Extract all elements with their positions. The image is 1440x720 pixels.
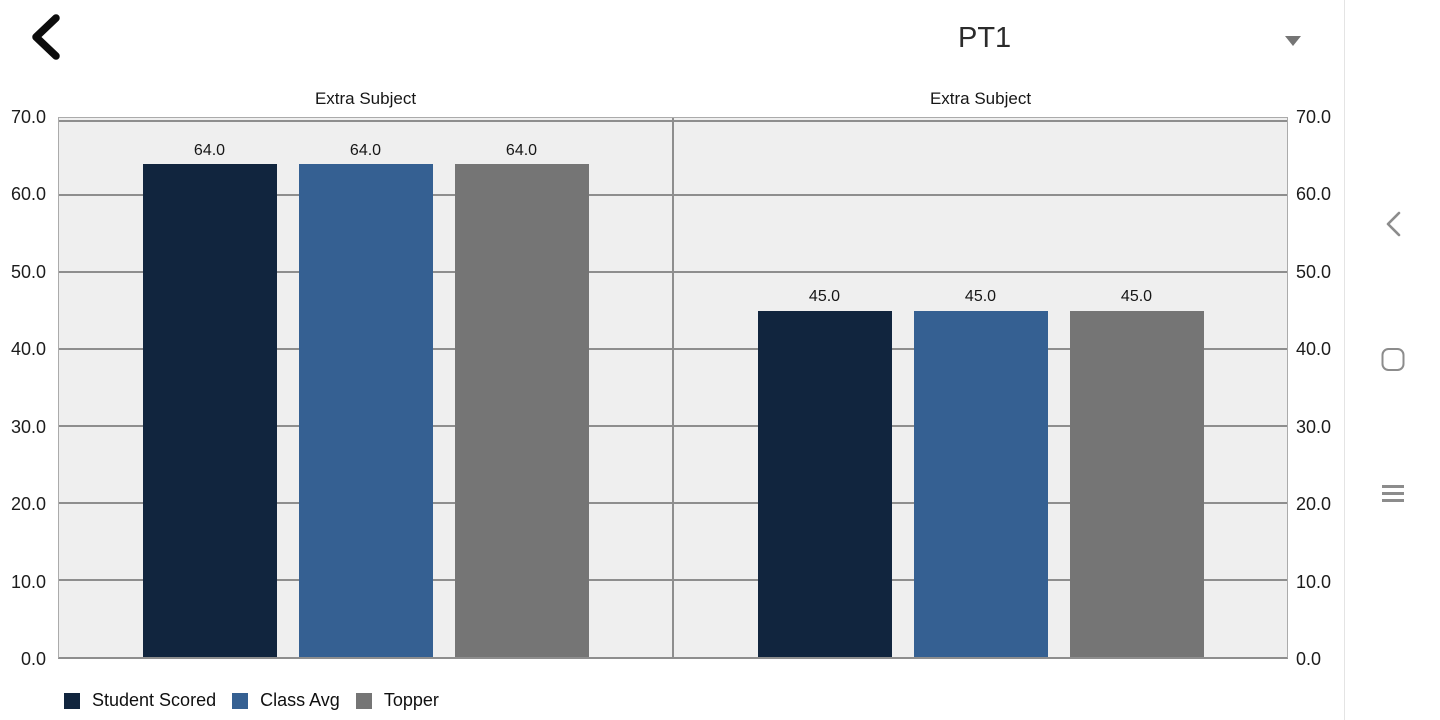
y-axis-right: 70.0 60.0 50.0 40.0 30.0 20.0 10.0 0.0 xyxy=(1294,108,1354,668)
y-tick-label: 70.0 xyxy=(10,107,46,127)
nav-recents-icon xyxy=(1382,485,1404,502)
bar-value-label: 64.0 xyxy=(505,141,538,159)
legend-item: Student Scored xyxy=(64,690,216,711)
bar-class-avg[interactable] xyxy=(298,164,433,657)
y-tick-label: 40.0 xyxy=(10,339,46,360)
nav-recents-button[interactable] xyxy=(1374,477,1412,510)
legend-label: Student Scored xyxy=(92,690,217,710)
y-tick-label: 40.0 xyxy=(1296,339,1332,360)
y-tick-label: 20.0 xyxy=(10,494,46,515)
nav-home-button[interactable] xyxy=(1374,340,1413,379)
y-tick-label: 0.0 xyxy=(20,649,46,669)
chart-title: Extra Subject xyxy=(314,89,417,108)
chart-plot-area: Extra Subject 64.0 64.0 64.0 Extra Subject… xyxy=(58,89,1288,659)
bar-value-label: 64.0 xyxy=(193,141,226,159)
y-tick-label: 20.0 xyxy=(1296,494,1332,515)
back-icon xyxy=(32,14,60,60)
bar-class-avg[interactable] xyxy=(913,310,1048,657)
bar-column: 45.0 xyxy=(913,287,1048,657)
bar-value-label: 45.0 xyxy=(964,287,997,305)
bar-column: 45.0 xyxy=(757,287,892,657)
bar-student-scored[interactable] xyxy=(142,164,277,657)
legend-label: Class Avg xyxy=(260,690,340,710)
legend: Student Scored Class Avg Topper xyxy=(64,690,439,711)
bar-column: 45.0 xyxy=(1069,287,1204,657)
y-tick-label: 0.0 xyxy=(1296,649,1322,669)
gridline xyxy=(674,270,1287,273)
chart-panel-right: Extra Subject 45.0 45.0 45.0 xyxy=(672,89,1287,657)
y-tick-label: 30.0 xyxy=(1296,416,1332,437)
gridline xyxy=(674,120,1287,122)
bar-topper[interactable] xyxy=(454,164,589,657)
chevron-down-icon[interactable] xyxy=(1285,36,1301,46)
nav-back-icon xyxy=(1386,211,1401,237)
chart-panel-left: Extra Subject 64.0 64.0 64.0 xyxy=(59,89,672,657)
legend-item: Topper xyxy=(355,690,439,711)
nav-back-button[interactable] xyxy=(1376,202,1410,249)
legend-swatch xyxy=(355,692,372,709)
chart-title: Extra Subject xyxy=(929,89,1032,108)
bar-column: 64.0 xyxy=(142,141,277,657)
nav-home-icon xyxy=(1381,348,1405,371)
test-selector-value[interactable]: PT1 xyxy=(958,22,1012,54)
bars-group: 64.0 64.0 64.0 xyxy=(59,118,672,657)
bars-group: 45.0 45.0 45.0 xyxy=(674,118,1287,657)
bar-column: 64.0 xyxy=(454,141,589,657)
gridline xyxy=(59,120,672,122)
y-tick-label: 50.0 xyxy=(1296,261,1332,282)
bar-topper[interactable] xyxy=(1069,310,1204,657)
legend-swatch xyxy=(232,692,249,709)
y-tick-label: 60.0 xyxy=(1296,184,1332,205)
bar-value-label: 45.0 xyxy=(1120,287,1153,305)
y-tick-label: 10.0 xyxy=(1296,571,1332,592)
legend-item: Class Avg xyxy=(232,690,340,711)
y-tick-label: 50.0 xyxy=(10,261,46,282)
y-tick-label: 70.0 xyxy=(1296,107,1332,127)
legend-swatch xyxy=(64,692,80,709)
gridline xyxy=(674,193,1287,196)
y-tick-label: 60.0 xyxy=(10,184,46,205)
y-tick-label: 30.0 xyxy=(10,416,46,437)
bar-value-label: 45.0 xyxy=(808,287,841,305)
y-axis-left: 70.0 60.0 50.0 40.0 30.0 20.0 10.0 0.0 xyxy=(0,108,46,668)
bar-column: 64.0 xyxy=(298,141,433,657)
android-nav-rail xyxy=(1344,0,1440,720)
back-button[interactable] xyxy=(18,8,72,68)
y-tick-label: 10.0 xyxy=(10,571,46,592)
bar-student-scored[interactable] xyxy=(757,310,892,657)
bar-value-label: 64.0 xyxy=(349,141,382,159)
legend-label: Topper xyxy=(383,690,439,710)
